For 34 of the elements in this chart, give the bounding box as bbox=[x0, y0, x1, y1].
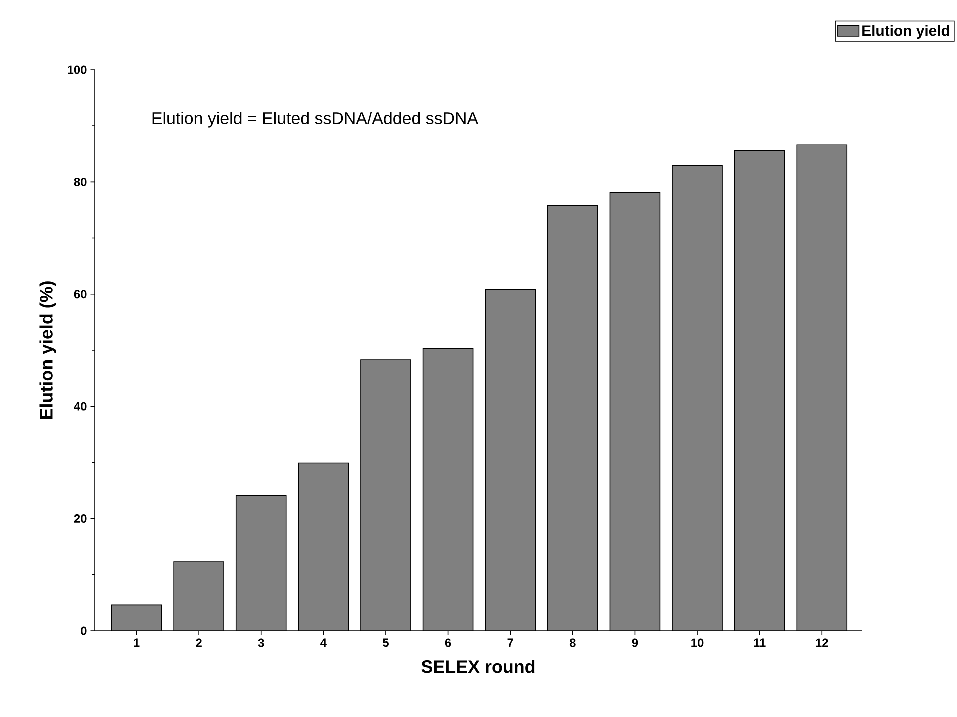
bar bbox=[236, 496, 286, 631]
x-tick-label: 12 bbox=[816, 638, 828, 648]
bar bbox=[174, 562, 224, 631]
x-tick-label: 10 bbox=[692, 638, 704, 648]
x-tick-label: 8 bbox=[570, 638, 576, 648]
x-tick-label: 1 bbox=[134, 638, 140, 647]
bar bbox=[486, 290, 536, 631]
bar bbox=[423, 348, 474, 631]
x-tick-label: 7 bbox=[508, 638, 514, 647]
x-axis-title: SELEX round bbox=[422, 660, 535, 674]
x-tick-label: 9 bbox=[632, 638, 638, 648]
bar bbox=[548, 206, 598, 631]
annotation: Elution yield = Eluted ssDNA/Added ssDNA bbox=[152, 112, 478, 128]
y-tick-label: 20 bbox=[74, 514, 87, 524]
x-tick-label: 11 bbox=[754, 638, 766, 647]
bar bbox=[734, 150, 785, 631]
y-axis-title: Elution yield (%) bbox=[40, 282, 56, 420]
bar bbox=[112, 605, 162, 631]
y-tick-label: 80 bbox=[74, 178, 87, 186]
y-tick-label: 60 bbox=[74, 290, 87, 299]
bar bbox=[672, 166, 723, 631]
x-tick-label: 3 bbox=[258, 638, 264, 648]
bar bbox=[298, 463, 349, 631]
y-tick-label: 40 bbox=[74, 402, 87, 411]
x-tick-label: 2 bbox=[196, 638, 202, 648]
bar bbox=[796, 144, 848, 631]
bar bbox=[360, 360, 411, 631]
bar bbox=[610, 192, 660, 631]
x-tick-label: 4 bbox=[320, 638, 327, 647]
y-tick-label: 0 bbox=[81, 626, 87, 636]
x-tick-label: 6 bbox=[445, 638, 452, 648]
y-tick-label: 100 bbox=[68, 66, 87, 74]
legend-label: Elution yield bbox=[862, 25, 950, 40]
x-tick-label: 5 bbox=[383, 638, 389, 648]
